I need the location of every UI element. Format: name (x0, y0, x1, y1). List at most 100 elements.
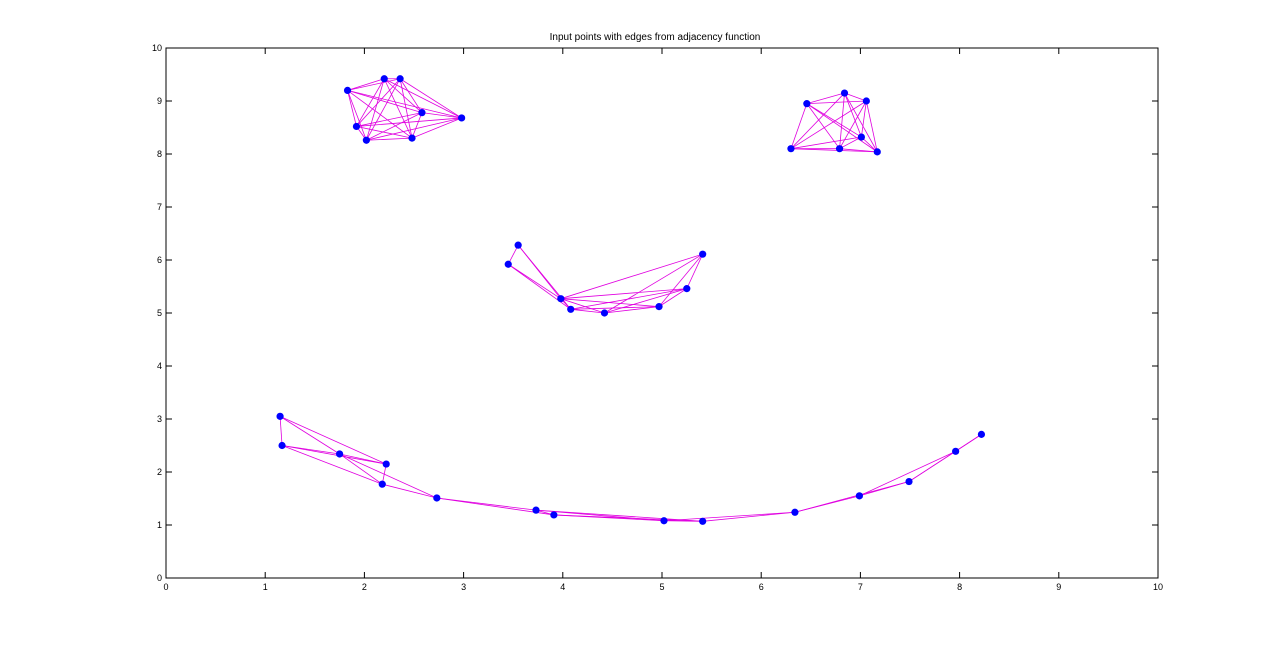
edge-47 (839, 148, 878, 153)
data-point-17 (557, 295, 565, 303)
edge-66 (560, 253, 703, 300)
y-tick-label: 7 (157, 202, 162, 212)
edge-75 (339, 453, 383, 485)
edge-45 (790, 148, 878, 153)
x-tick-label: 10 (1153, 582, 1163, 592)
data-point-16 (514, 241, 522, 249)
data-point-31 (660, 517, 668, 525)
data-point-4 (362, 136, 370, 144)
edge-46 (839, 136, 862, 150)
data-point-11 (787, 145, 795, 153)
x-tick-label: 9 (1056, 582, 1061, 592)
edge-91 (859, 481, 910, 497)
data-point-22 (699, 250, 707, 258)
y-tick-label: 1 (157, 520, 162, 530)
data-point-35 (905, 477, 913, 486)
edge-19 (356, 126, 413, 139)
data-point-37 (977, 430, 986, 438)
edge-59 (570, 306, 660, 310)
edge-8 (356, 78, 385, 127)
data-point-0 (343, 86, 352, 94)
edge-35 (790, 92, 845, 149)
edge-6 (347, 90, 462, 119)
data-point-14 (873, 148, 881, 156)
edge-73 (281, 445, 383, 485)
edge-39 (790, 100, 867, 150)
edge-65 (686, 254, 704, 289)
edge-38 (844, 92, 878, 153)
edge-57 (560, 288, 687, 300)
edge-12 (384, 78, 462, 119)
y-tick-label: 9 (157, 96, 162, 106)
edge-37 (844, 92, 862, 138)
edge-24 (366, 117, 462, 141)
edge-84 (553, 514, 703, 522)
data-point-33 (791, 508, 799, 516)
edge-26 (411, 117, 462, 139)
x-tick-label: 4 (560, 582, 565, 592)
edge-0 (347, 78, 385, 91)
edge-55 (560, 298, 605, 314)
points-layer (276, 75, 986, 525)
data-point-9 (840, 89, 849, 97)
data-point-15 (504, 260, 512, 268)
edge-50 (508, 263, 562, 300)
edge-62 (604, 288, 687, 314)
y-axis: 0 1 2 3 4 5 6 7 8 9 10 (152, 43, 1158, 583)
edge-41 (860, 100, 867, 138)
edge-27 (421, 112, 462, 119)
y-tick-label: 6 (157, 255, 162, 265)
edge-1 (347, 78, 401, 91)
y-tick-label: 4 (157, 361, 162, 371)
edge-34 (844, 92, 867, 102)
data-point-2 (396, 75, 404, 83)
edge-88 (702, 511, 795, 522)
data-point-18 (567, 305, 575, 313)
edges-layer (279, 78, 982, 522)
edge-36 (839, 93, 845, 149)
x-tick-label: 1 (263, 582, 268, 592)
edge-17 (399, 78, 462, 119)
edge-30 (790, 103, 808, 149)
edge-42 (865, 100, 878, 152)
data-point-29 (532, 506, 540, 514)
edge-10 (383, 78, 413, 139)
y-tick-label: 3 (157, 414, 162, 424)
edge-92 (859, 450, 956, 497)
edge-67 (604, 253, 703, 314)
data-point-8 (803, 100, 811, 108)
edge-31 (806, 103, 840, 149)
edge-22 (366, 137, 413, 141)
data-point-6 (418, 109, 426, 117)
edge-78 (382, 483, 437, 499)
data-point-27 (378, 480, 386, 488)
plot-frame (165, 47, 1159, 579)
edge-95 (955, 434, 982, 452)
data-point-5 (408, 134, 416, 142)
data-point-25 (336, 450, 344, 458)
data-point-26 (382, 460, 390, 468)
y-tick-label: 0 (157, 573, 162, 583)
edge-23 (366, 112, 423, 141)
y-tick-label: 8 (157, 149, 162, 159)
edge-74 (339, 453, 387, 465)
edge-58 (570, 308, 605, 314)
x-axis: 0 1 2 3 4 5 6 7 8 9 10 (163, 48, 1163, 592)
data-point-36 (952, 447, 960, 455)
edge-72 (281, 445, 387, 465)
edge-32 (806, 103, 862, 138)
edge-48 (861, 136, 878, 153)
data-point-28 (433, 494, 441, 502)
edge-11 (383, 78, 423, 113)
edge-25 (411, 112, 423, 139)
data-point-20 (655, 303, 663, 311)
x-tick-label: 5 (659, 582, 664, 592)
edge-68 (279, 416, 283, 446)
edge-63 (658, 288, 688, 307)
chart-title: Input points with edges from adjacency f… (550, 32, 761, 43)
data-point-13 (857, 133, 865, 141)
edge-3 (347, 90, 367, 141)
edge-28 (806, 92, 845, 105)
x-tick-label: 6 (759, 582, 764, 592)
